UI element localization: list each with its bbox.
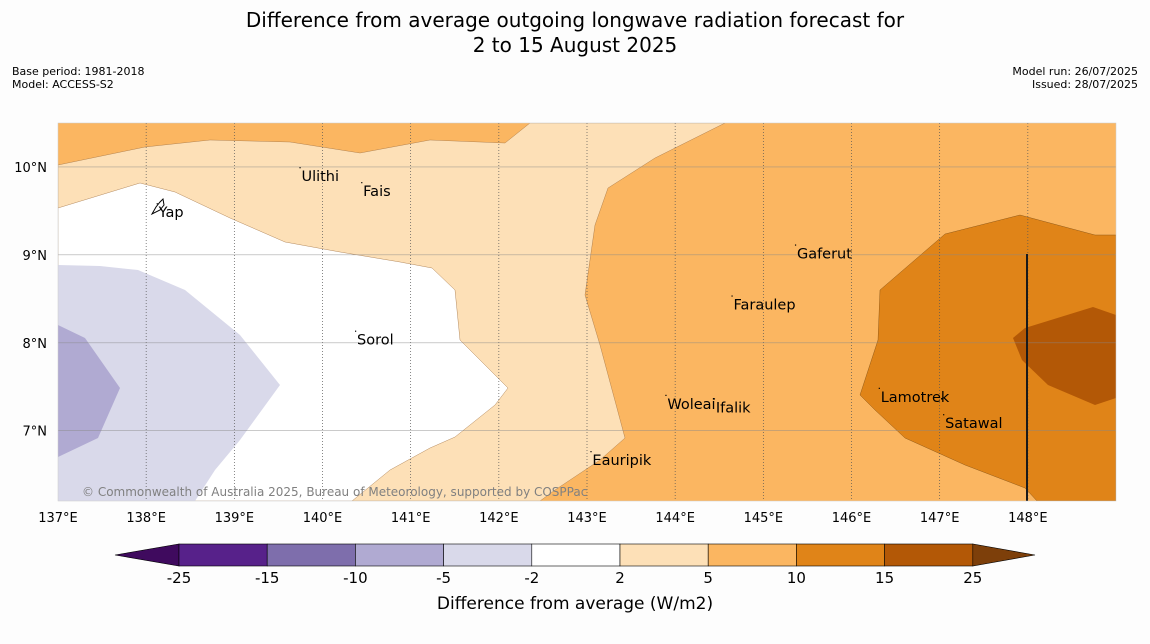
lat-tick-label: 7°N <box>23 425 48 440</box>
model-name: Model: ACCESS-S2 <box>12 78 114 91</box>
colorbar-swatch <box>707 543 797 567</box>
lon-tick-label: 142°E <box>479 511 519 526</box>
lon-tick-label: 140°E <box>303 511 343 526</box>
colorbar-tick-label: 25 <box>963 569 982 587</box>
place-label-gaferut: Gaferut <box>797 246 852 262</box>
colorbar-swatch <box>531 543 621 567</box>
lon-tick-label: 146°E <box>832 511 872 526</box>
lat-tick-label: 10°N <box>14 161 47 176</box>
colorbar-swatch <box>619 543 709 567</box>
colorbar-tick-label: -10 <box>343 569 368 587</box>
yap-island-outline <box>150 197 165 216</box>
colorbar-swatch <box>884 543 974 567</box>
meta-right: Model run: 26/07/2025 Issued: 28/07/2025 <box>1012 65 1138 91</box>
small-island-dot <box>941 398 943 400</box>
meta-left: Base period: 1981-2018 Model: ACCESS-S2 <box>12 65 144 91</box>
colorbar-extend-high <box>972 543 1036 567</box>
place-marker <box>590 451 592 453</box>
colorbar-tick-label: 10 <box>787 569 806 587</box>
lon-tick-label: 148°E <box>1008 511 1048 526</box>
model-run: Model run: 26/07/2025 <box>1012 65 1138 78</box>
place-marker <box>156 203 158 205</box>
map-frame <box>57 122 1117 502</box>
place-label-ifalik: Ifalik <box>716 400 751 416</box>
place-marker <box>361 182 363 184</box>
base-period: Base period: 1981-2018 <box>12 65 145 78</box>
place-label-lamotrek: Lamotrek <box>881 390 950 406</box>
colorbar-swatch <box>355 543 444 567</box>
colorbar-tick-label: -25 <box>167 569 192 587</box>
place-marker <box>943 414 945 416</box>
title-line-1: Difference from average outgoing longwav… <box>245 8 905 32</box>
lon-tick-label: 143°E <box>567 511 607 526</box>
colorbar-extend-low <box>114 543 180 567</box>
fill-minus10-to-minus5 <box>58 325 120 457</box>
fill-15-to-25 <box>1013 307 1116 405</box>
latitude-tick-labels: 7°N 8°N 9°N 10°N <box>14 161 47 440</box>
place-label-woleai: Woleai <box>667 397 715 413</box>
colorbar-tick-label: 15 <box>875 569 894 587</box>
longitude-tick-labels: 137°E 138°E 139°E 140°E 141°E 142°E 143°E 144°E… <box>38 511 1047 526</box>
lon-tick-label: 145°E <box>744 511 784 526</box>
place-marker <box>731 295 733 297</box>
place-label-satawal: Satawal <box>945 416 1002 432</box>
place-label-sorol: Sorol <box>357 333 394 349</box>
colorbar: -25 -15 -10 -5 -2 2 5 10 15 25 <box>114 543 1036 587</box>
graticule <box>58 123 1116 501</box>
fill-10-to-15 <box>859 214 1116 501</box>
colorbar-tick-label: -15 <box>255 569 280 587</box>
lon-tick-label: 144°E <box>655 511 695 526</box>
fill-minus5-to-minus2 <box>58 265 280 501</box>
colorbar-swatch <box>443 543 533 567</box>
place-label-ulithi: Ulithi <box>301 169 339 185</box>
lon-tick-label: 139°E <box>215 511 255 526</box>
place-marker <box>665 394 667 396</box>
place-marker <box>713 398 716 400</box>
place-label-fais: Fais <box>363 184 390 200</box>
lon-tick-label: 138°E <box>126 511 166 526</box>
title-line-2: 2 to 15 August 2025 <box>472 33 678 57</box>
colorbar-tick-label: -5 <box>436 569 451 587</box>
place-label-eauripik: Eauripik <box>592 453 651 469</box>
colorbar-tick-label: -2 <box>524 569 539 587</box>
place-marker <box>794 244 797 246</box>
copyright-text: © Commonwealth of Australia 2025, Bureau… <box>82 485 587 499</box>
lon-tick-label: 141°E <box>391 511 431 526</box>
place-label-faraulep: Faraulep <box>733 297 795 313</box>
colorbar-swatch <box>266 543 356 567</box>
lat-tick-label: 8°N <box>23 337 48 352</box>
lon-tick-label: 137°E <box>38 511 78 526</box>
place-labels: Ulithi Fais Yap Gaferut Faraulep Sorol Woleai I… <box>156 167 1003 469</box>
colorbar-title: Difference from average (W/m2) <box>436 594 714 614</box>
issued-date: Issued: 28/07/2025 <box>1031 78 1138 91</box>
colorbar-swatch <box>178 543 268 567</box>
lon-tick-label: 147°E <box>920 511 960 526</box>
place-label-yap: Yap <box>158 205 184 221</box>
colorbar-swatch <box>796 543 885 567</box>
place-marker <box>878 387 880 389</box>
map-title: Difference from average outgoing longwav… <box>0 8 1150 58</box>
place-marker <box>299 167 301 169</box>
place-marker <box>355 330 357 332</box>
colorbar-tick-label: 5 <box>703 569 713 587</box>
colorbar-tick-label: 2 <box>615 569 625 587</box>
lat-tick-label: 9°N <box>23 249 48 264</box>
